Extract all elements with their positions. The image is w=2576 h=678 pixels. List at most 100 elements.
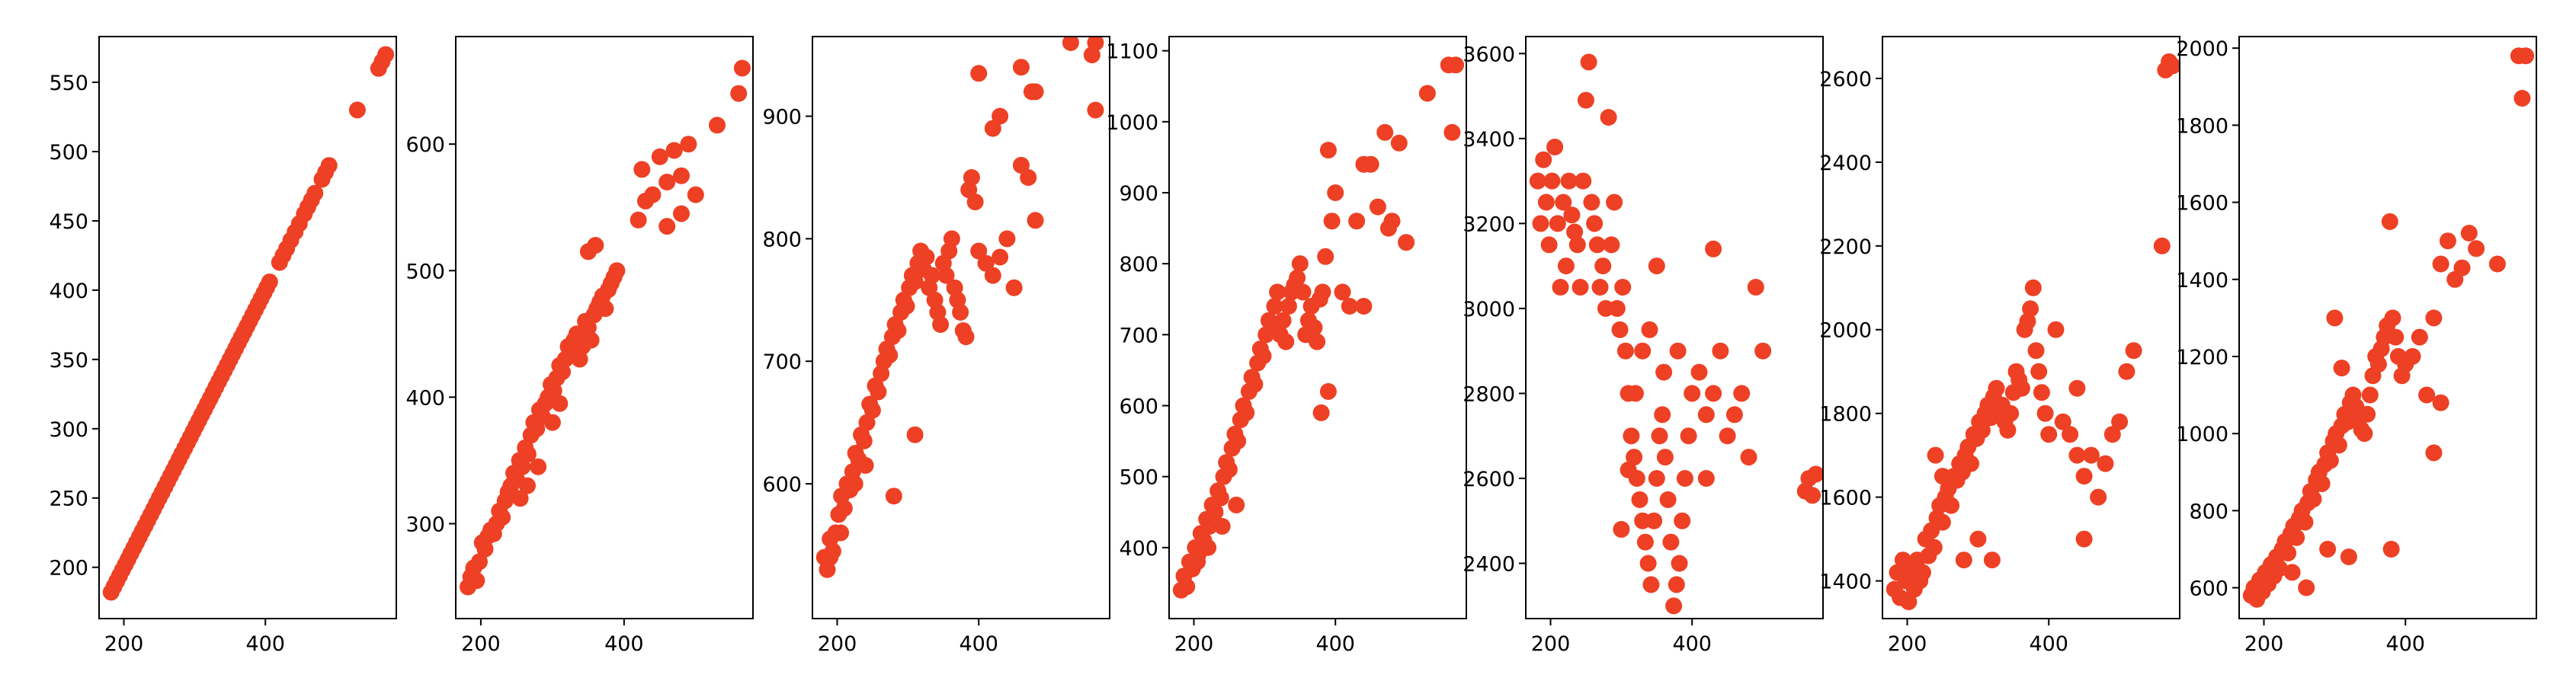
axes-frame — [812, 36, 1110, 619]
data-point — [2036, 405, 2054, 422]
data-point — [1943, 497, 1960, 514]
data-point — [2283, 564, 2301, 581]
data-point — [1327, 184, 1344, 201]
data-point — [1012, 156, 1030, 174]
data-point — [2068, 379, 2086, 397]
data-point — [2153, 237, 2171, 254]
data-point — [1213, 517, 1231, 535]
y-tick-label: 400 — [49, 280, 88, 303]
data-point — [1062, 37, 1079, 51]
data-point — [1606, 193, 1623, 211]
data-point — [1668, 576, 1685, 593]
data-point — [1577, 91, 1594, 109]
data-point — [1280, 298, 1297, 315]
data-point — [2040, 426, 2058, 443]
data-point — [1228, 496, 1245, 513]
data-point — [1733, 385, 1751, 402]
x-tick-label: 400 — [604, 632, 644, 656]
data-point — [984, 267, 1001, 284]
data-point — [1651, 427, 1668, 445]
data-point — [1238, 404, 1255, 421]
data-point — [1027, 83, 1044, 101]
axes-frame — [1168, 36, 1467, 619]
data-point — [377, 46, 395, 63]
x-tick-label: 400 — [2385, 632, 2425, 656]
data-point — [918, 248, 935, 266]
data-point — [957, 328, 975, 346]
data-point — [943, 230, 960, 248]
data-point — [2425, 444, 2443, 462]
data-point — [855, 432, 873, 449]
data-point — [1648, 257, 1665, 275]
data-point — [1740, 449, 1757, 466]
data-point — [1634, 342, 1652, 360]
data-point — [2075, 530, 2093, 548]
data-point — [2288, 529, 2305, 546]
y-tick-label: 400 — [405, 386, 445, 410]
data-point — [1705, 385, 1722, 402]
data-point — [1955, 552, 1972, 569]
data-point — [1206, 504, 1224, 521]
y-tick-label: 2800 — [1463, 382, 1515, 406]
data-point — [1277, 333, 1295, 350]
data-point — [822, 548, 839, 566]
data-point — [1914, 564, 1931, 581]
axes-frame — [2238, 36, 2537, 619]
data-point — [1641, 321, 1658, 338]
data-point — [1178, 578, 1196, 596]
data-point — [2111, 413, 2129, 430]
y-tick-label: 3400 — [1463, 128, 1515, 152]
data-point — [468, 572, 485, 590]
y-tick-label: 2600 — [1819, 68, 1872, 91]
axes-frame — [1882, 36, 2180, 619]
data-point — [1383, 213, 1401, 230]
data-point — [1005, 279, 1023, 296]
y-tick-label: 1600 — [1819, 487, 1872, 510]
data-point — [1266, 298, 1283, 315]
data-point — [2075, 468, 2093, 485]
data-point — [587, 237, 604, 254]
data-point — [2164, 57, 2180, 75]
data-point — [992, 248, 1009, 266]
axes-frame — [455, 36, 754, 619]
data-point — [1294, 283, 1312, 301]
data-point — [519, 446, 537, 463]
y-tick-label: 300 — [405, 513, 445, 536]
data-point — [2411, 328, 2428, 346]
scatter-panel-4: 200 400 400 500 600 700 800 900 1000 1100 — [1106, 36, 1467, 656]
data-point — [2468, 240, 2485, 257]
data-point — [1645, 512, 1663, 529]
data-point — [2460, 225, 2478, 241]
data-point — [932, 316, 950, 333]
data-point — [970, 242, 988, 260]
data-point — [952, 303, 969, 321]
data-point — [2082, 446, 2100, 464]
y-tick-label: 700 — [762, 350, 802, 374]
data-point — [2118, 363, 2135, 380]
data-point — [1546, 139, 1564, 155]
data-point — [863, 401, 881, 419]
data-point — [2054, 413, 2071, 430]
data-point — [1555, 193, 1572, 211]
points-group — [1172, 56, 1465, 599]
data-point — [651, 148, 668, 165]
data-point — [1341, 298, 1358, 315]
data-point — [992, 107, 1009, 125]
data-point — [846, 475, 863, 493]
data-point — [857, 456, 874, 474]
data-point — [835, 500, 853, 517]
data-point — [2319, 540, 2337, 558]
y-tick-label: 1000 — [2176, 423, 2228, 446]
y-tick-label: 3000 — [1463, 298, 1515, 321]
data-point — [320, 157, 338, 174]
y-tick-label: 1100 — [1106, 40, 1158, 64]
data-point — [2381, 213, 2398, 230]
data-point — [1535, 151, 1552, 168]
data-point — [1616, 342, 1634, 360]
y-tick-label: 500 — [405, 260, 445, 283]
data-point — [571, 350, 588, 368]
y-tick-label: 2000 — [1819, 319, 1872, 343]
data-point — [970, 65, 988, 82]
data-point — [881, 347, 899, 364]
x-tick-label: 400 — [2029, 632, 2068, 656]
